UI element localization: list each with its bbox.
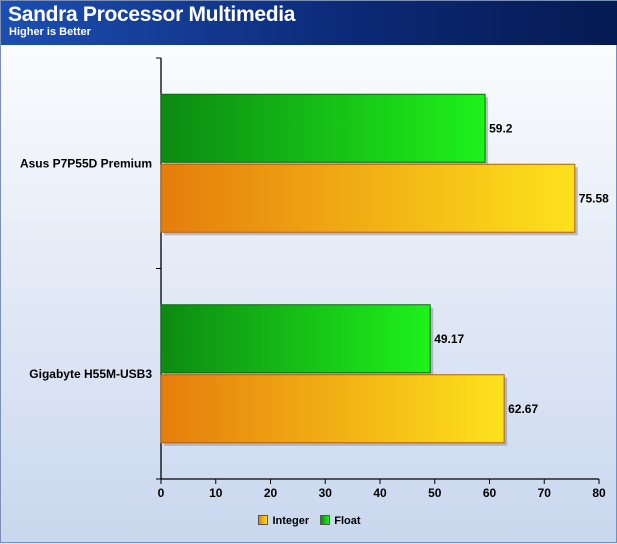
legend-item-float: Float xyxy=(320,515,361,528)
data-label: 59.2 xyxy=(489,121,513,135)
legend: Integer Float xyxy=(1,515,617,527)
x-tick-label: 0 xyxy=(158,486,165,500)
bar-float xyxy=(160,304,431,374)
plot-area: 0 10 20 30 40 50 60 70 80 59.2 75.58 Asus P7P55D Pr… xyxy=(20,57,609,500)
category-label: Gigabyte H55M-USB3 xyxy=(29,367,152,381)
category-label: Asus P7P55D Premium xyxy=(20,156,152,170)
chart-subtitle: Higher is Better xyxy=(9,26,91,38)
bar-integer xyxy=(160,374,505,444)
legend-label-float: Float xyxy=(334,515,361,528)
chart-title: Sandra Processor Multimedia xyxy=(8,3,296,26)
x-tick-label: 70 xyxy=(538,486,552,500)
x-tick-label: 30 xyxy=(319,486,333,500)
chart-header: Sandra Processor Multimedia Higher is Be… xyxy=(1,1,617,45)
data-label: 62.67 xyxy=(508,402,538,416)
legend-swatch-float xyxy=(320,515,331,526)
x-tick-label: 80 xyxy=(592,486,606,500)
legend-item-integer: Integer xyxy=(258,515,309,527)
x-tick-label: 40 xyxy=(373,486,387,500)
legend-label-integer: Integer xyxy=(272,515,310,528)
legend-swatch-integer xyxy=(258,515,269,526)
x-tick-label: 10 xyxy=(209,486,223,500)
bar-float xyxy=(160,93,486,163)
data-label: 75.58 xyxy=(579,191,609,205)
bar-integer xyxy=(160,163,576,233)
x-tick-label: 20 xyxy=(264,486,278,500)
x-tick-label: 50 xyxy=(428,486,442,500)
data-label: 49.17 xyxy=(434,332,464,346)
x-tick-label: 60 xyxy=(483,486,497,500)
